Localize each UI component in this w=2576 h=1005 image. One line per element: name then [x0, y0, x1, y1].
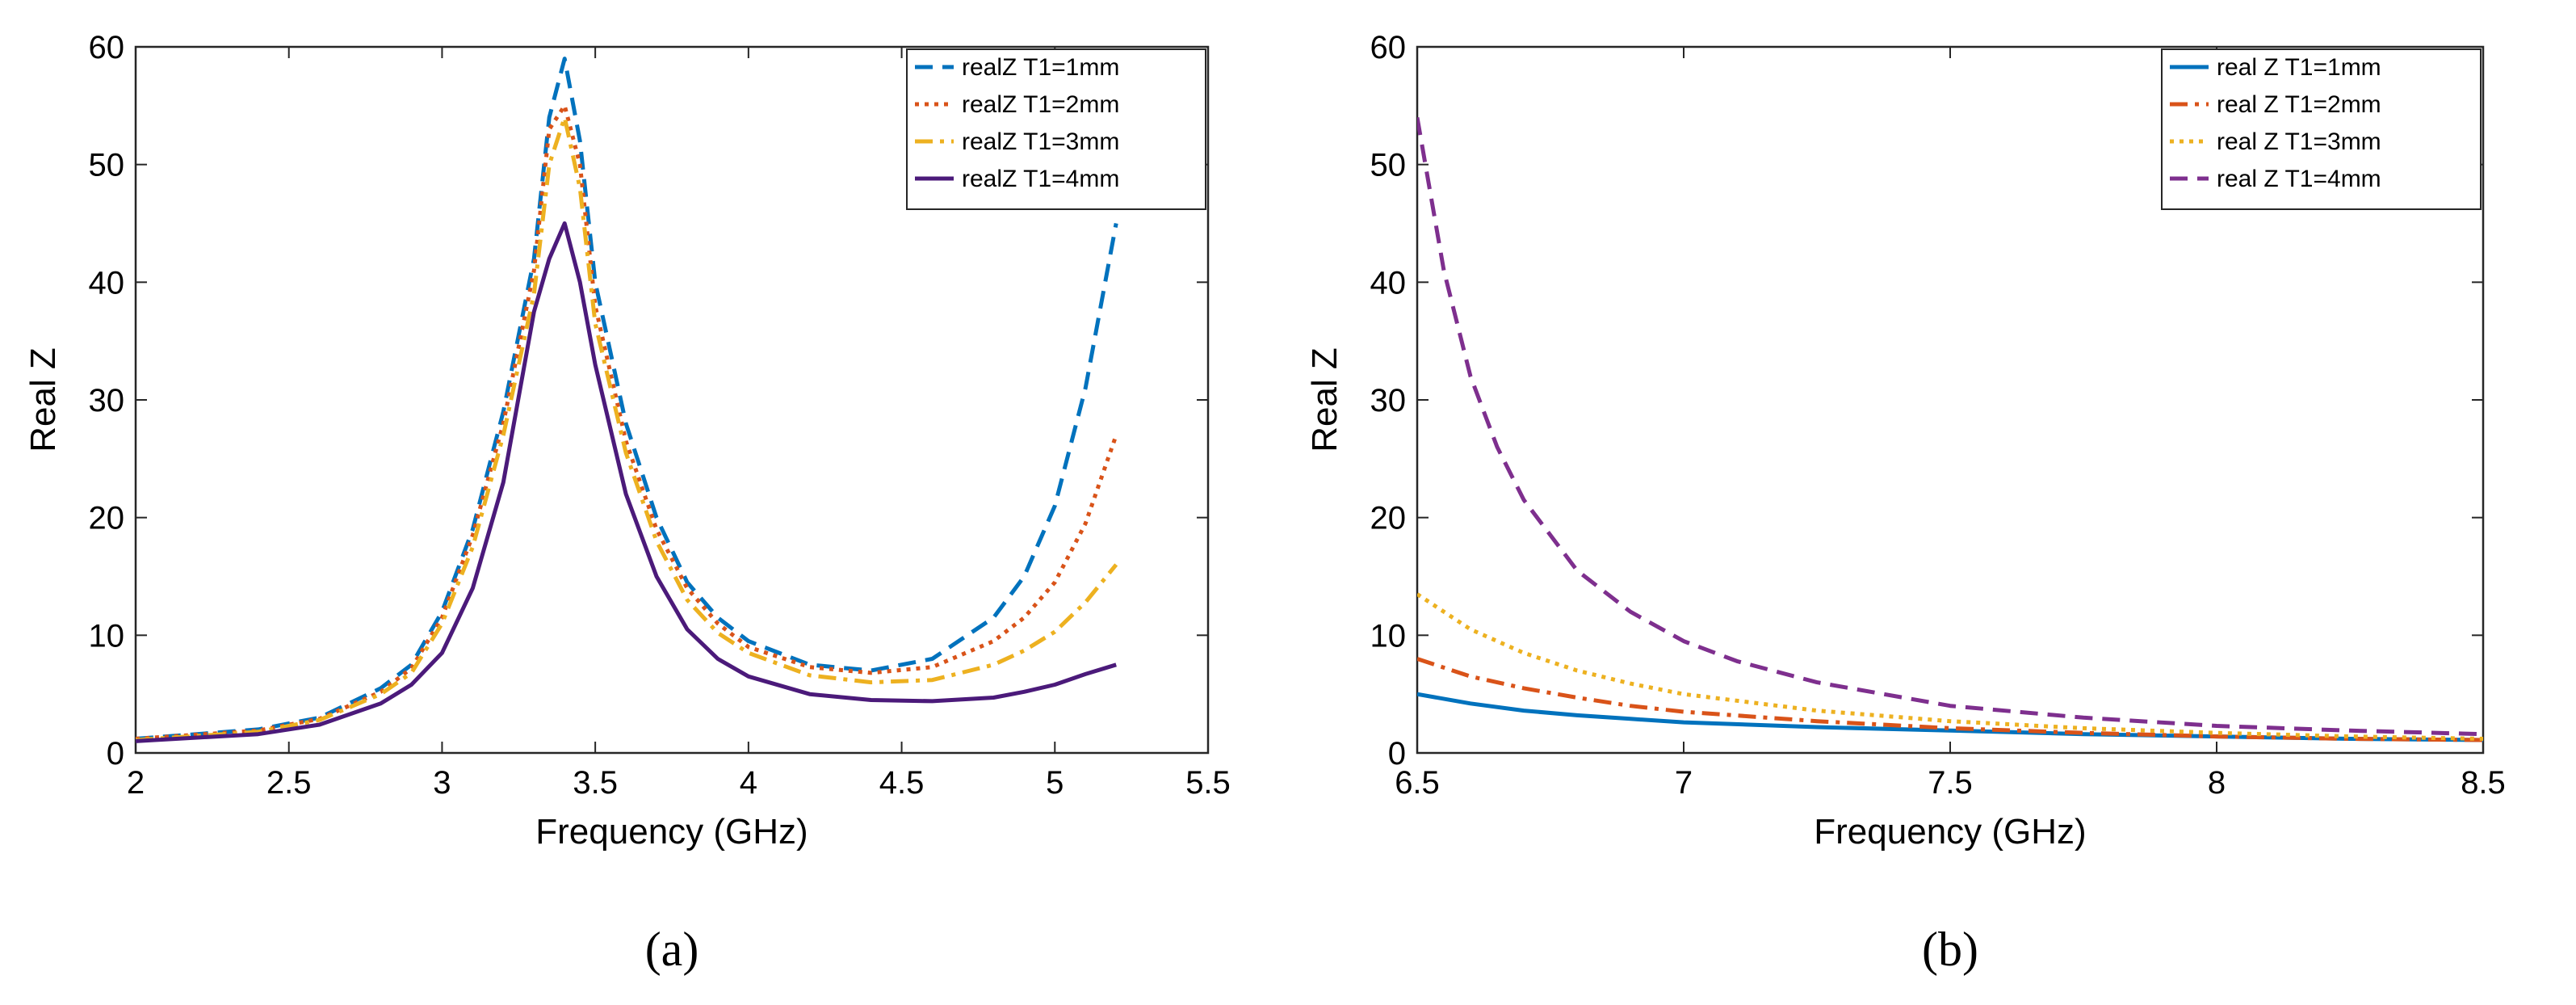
y-axis-label: Real Z — [1305, 347, 1345, 452]
series-line-4 — [136, 221, 1117, 743]
y-tick-label: 50 — [89, 148, 125, 183]
legend-entry-label: real Z T1=3mm — [2217, 128, 2381, 155]
x-tick-label: 5 — [1046, 765, 1064, 801]
y-tick-label: 40 — [89, 265, 125, 301]
y-tick-label: 20 — [1370, 501, 1407, 536]
x-axis-label: Frequency (GHz) — [1814, 812, 2086, 852]
panel-caption: (a) — [645, 923, 699, 976]
x-tick-label: 2.5 — [266, 765, 312, 801]
series-line-2 — [1417, 657, 2483, 742]
legend-entry-label: real Z T1=1mm — [2217, 54, 2381, 81]
legend-entry-label: realZ T1=4mm — [962, 166, 1119, 192]
series-line-2 — [136, 103, 1118, 741]
series-line-3 — [1417, 592, 2483, 741]
legend: realZ T1=1mm realZ T1=2mm realZ T1=3mm real… — [906, 48, 1206, 210]
legend-entry-label: realZ T1=3mm — [962, 128, 1119, 155]
legend-box — [906, 48, 1206, 210]
x-tick-label: 3 — [433, 765, 451, 801]
x-tick-label: 3.5 — [573, 765, 618, 801]
y-tick-label: 30 — [1370, 383, 1407, 418]
y-tick-label: 10 — [1370, 618, 1407, 654]
series-line-4 — [1417, 116, 2483, 737]
x-tick-label: 4 — [740, 765, 757, 801]
y-tick-label: 60 — [1370, 30, 1407, 65]
y-tick-label: 20 — [89, 501, 125, 536]
series-line-3 — [136, 115, 1118, 742]
x-tick-label: 8.5 — [2461, 765, 2506, 801]
legend-entry-label: realZ T1=2mm — [962, 91, 1119, 118]
legend-entry-label: real Z T1=4mm — [2217, 166, 2381, 192]
x-tick-label: 2 — [127, 765, 145, 801]
x-axis-label: Frequency (GHz) — [535, 812, 808, 852]
x-tick-label: 8 — [2208, 765, 2226, 801]
chart-panel-a: 2 2.5 3 3.5 4 4.5 5 5.5 0 10 20 30 40 50 60 Frequency (… — [23, 30, 1231, 976]
legend: real Z T1=1mm real Z T1=2mm real Z T1=3mm r… — [2161, 48, 2482, 210]
x-tick-label: 7 — [1675, 765, 1693, 801]
legend-entry-label: real Z T1=2mm — [2217, 91, 2381, 118]
x-tick-label: 4.5 — [879, 765, 925, 801]
x-tick-label: 6.5 — [1395, 765, 1440, 801]
panel-caption: (b) — [1922, 923, 1978, 976]
y-tick-label: 10 — [89, 618, 125, 654]
y-tick-label: 60 — [89, 30, 125, 65]
legend-entry-label: realZ T1=1mm — [962, 54, 1119, 81]
y-tick-label: 40 — [1370, 265, 1407, 301]
x-tick-label: 5.5 — [1185, 765, 1231, 801]
y-tick-label: 0 — [1388, 736, 1406, 772]
x-tick-label: 7.5 — [1928, 765, 1973, 801]
chart-panel-b: 6.5 7 7.5 8 8.5 0 10 20 30 40 50 60 Frequency (GHz) R… — [1305, 30, 2506, 976]
y-tick-label: 30 — [89, 383, 125, 418]
y-tick-label: 0 — [107, 736, 124, 772]
y-tick-label: 50 — [1370, 148, 1407, 183]
legend-box — [2161, 48, 2482, 210]
y-axis-label: Real Z — [23, 347, 63, 452]
